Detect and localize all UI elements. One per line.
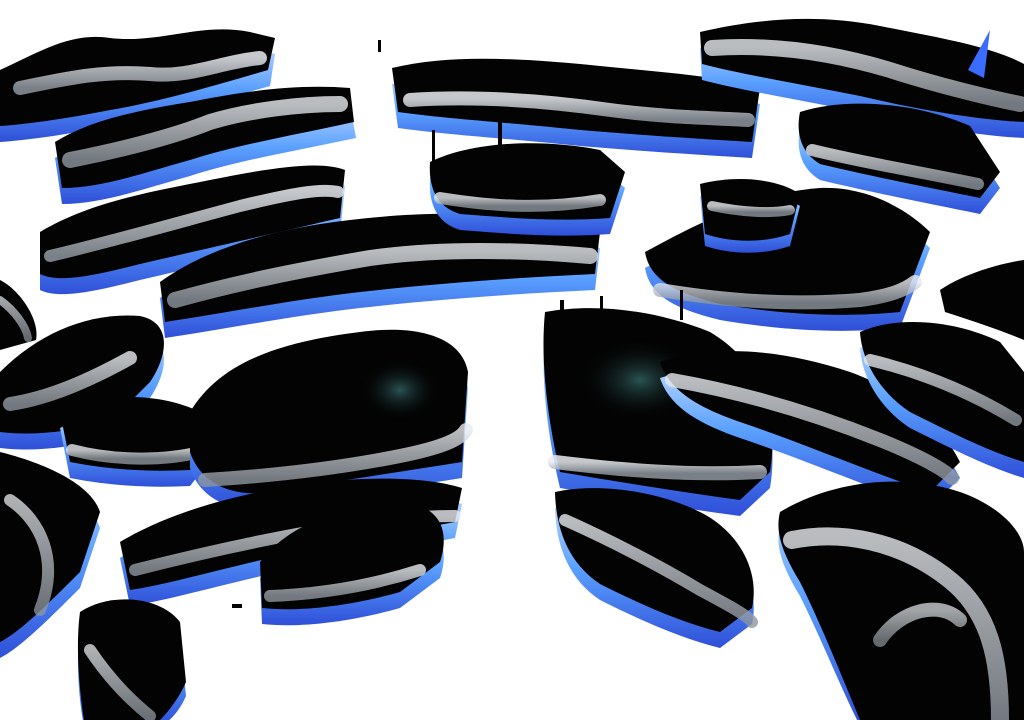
city-block-lower-right xyxy=(778,481,1024,720)
skyline-spires xyxy=(232,40,683,608)
city-block-right-upper xyxy=(798,103,1000,214)
city-block-left-upper xyxy=(55,86,356,204)
city-block-left-box xyxy=(60,397,212,487)
city-block-lower-center xyxy=(260,503,444,626)
city-block-center-left xyxy=(190,329,473,510)
city-block-top-left xyxy=(0,29,275,142)
city-block-left-edge xyxy=(0,452,100,658)
city-block-center-upper-right xyxy=(700,179,800,253)
city-block-center-right xyxy=(660,351,960,508)
city-block-center-round xyxy=(429,143,625,236)
city-block-right-side xyxy=(860,260,1024,478)
city-block-bottom-left xyxy=(77,599,186,720)
city-block-lower-center-right xyxy=(555,488,758,648)
city-block-left-sliver xyxy=(0,280,37,350)
city-block-top-right xyxy=(700,18,1024,138)
city-block-center-strip xyxy=(160,213,600,338)
city-block-top-center xyxy=(392,58,760,158)
city-block-left-middle xyxy=(40,165,345,295)
